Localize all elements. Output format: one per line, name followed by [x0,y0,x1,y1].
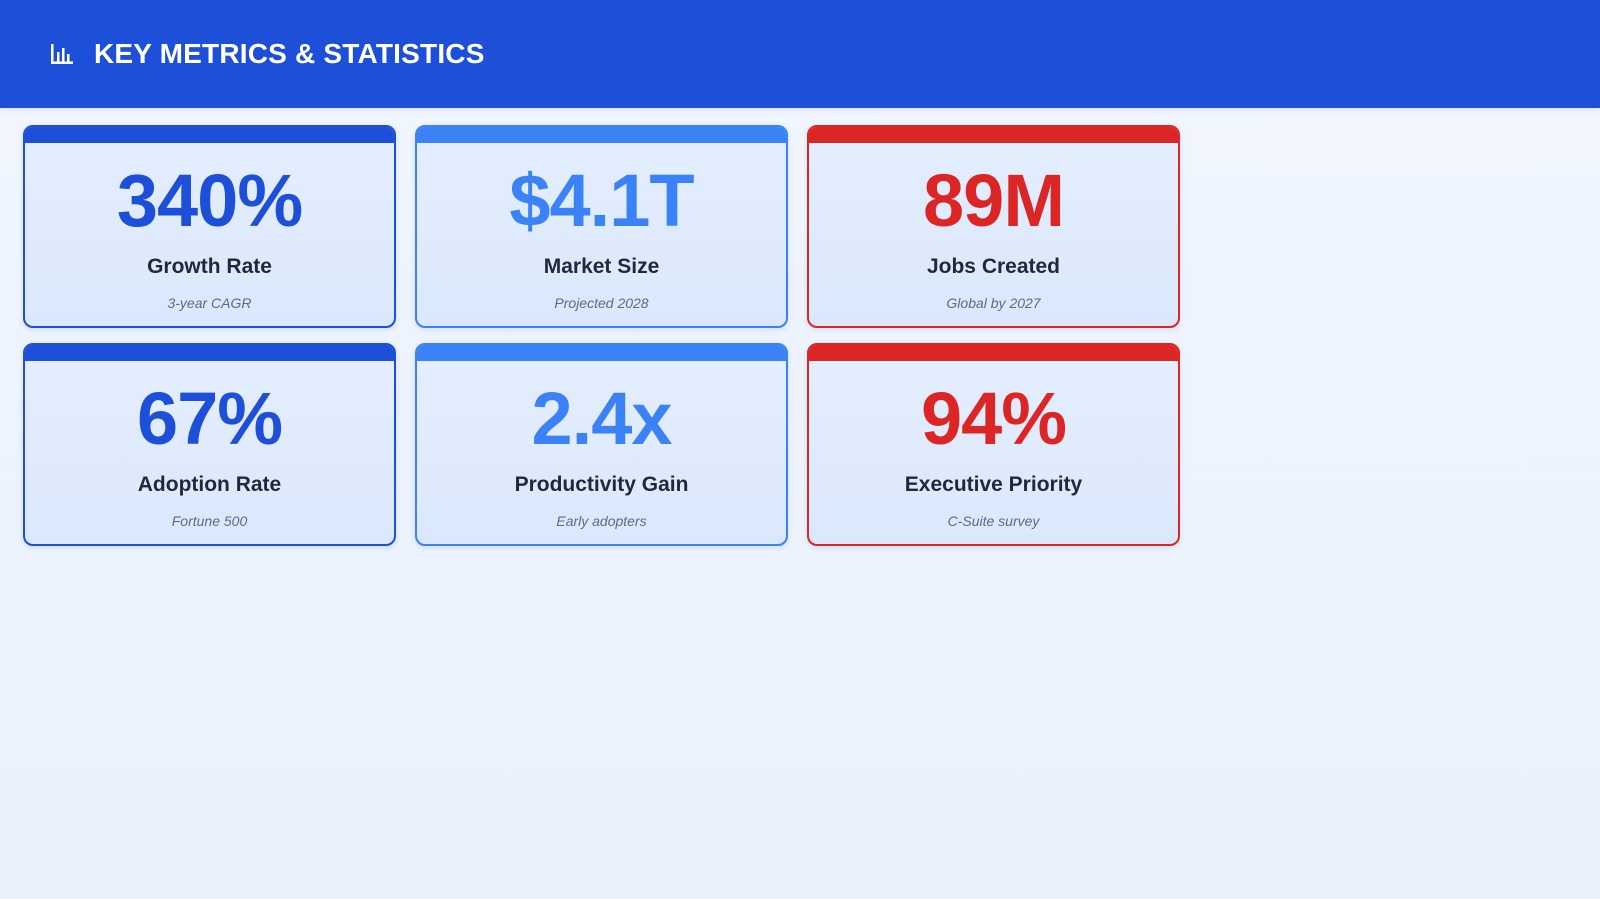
metric-label: Adoption Rate [137,473,282,496]
metric-value: 94% [920,377,1067,460]
metric-value: 67% [136,377,283,460]
card-accent-bar [25,127,394,143]
bar-chart-icon [48,40,76,68]
metric-source: 3-year CAGR [167,295,252,311]
metric-card-market-size: $4.1T Market Size Projected 2028 [415,125,788,328]
card-accent-bar [809,127,1178,143]
card-accent-bar [417,345,786,361]
metric-value: $4.1T [509,159,694,242]
metric-label: Productivity Gain [514,473,689,496]
metrics-grid: 340% Growth Rate 3-year CAGR $4.1T Marke… [23,125,1180,546]
metric-label: Market Size [543,255,660,278]
metric-label: Jobs Created [926,255,1061,278]
card-accent-bar [25,345,394,361]
metric-source: C-Suite survey [947,513,1040,529]
metric-source: Projected 2028 [554,295,649,311]
metric-label: Executive Priority [904,473,1083,496]
metric-source: Fortune 500 [171,513,248,529]
card-accent-bar [417,127,786,143]
metric-card-adoption-rate: 67% Adoption Rate Fortune 500 [23,343,396,546]
metric-card-productivity-gain: 2.4x Productivity Gain Early adopters [415,343,788,546]
metric-source: Global by 2027 [946,295,1041,311]
metric-value: 2.4x [531,377,672,460]
metric-source: Early adopters [556,513,647,529]
header-bar: KEY METRICS & STATISTICS [0,0,1600,108]
metric-card-jobs-created: 89M Jobs Created Global by 2027 [807,125,1180,328]
metric-value: 340% [116,159,303,242]
metric-label: Growth Rate [147,255,272,278]
card-accent-bar [809,345,1178,361]
page-title: KEY METRICS & STATISTICS [94,38,485,69]
metric-card-growth-rate: 340% Growth Rate 3-year CAGR [23,125,396,328]
metric-value: 89M [923,159,1065,242]
metric-card-executive-priority: 94% Executive Priority C-Suite survey [807,343,1180,546]
